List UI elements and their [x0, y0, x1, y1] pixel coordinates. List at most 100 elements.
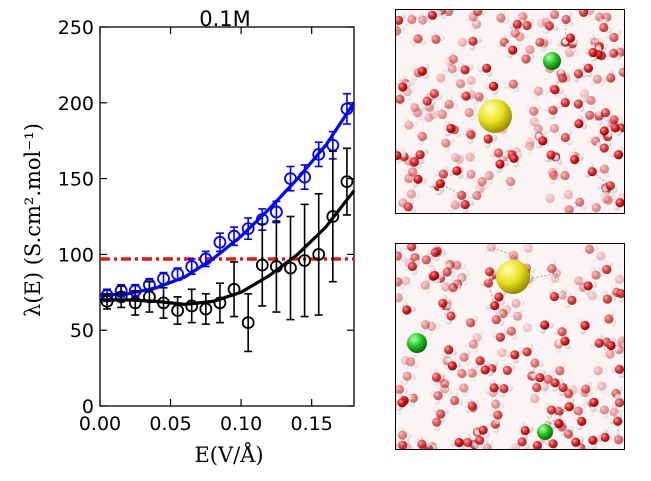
hydrogen-atom [502, 160, 509, 167]
water-molecule [610, 364, 624, 379]
oxygen-atom [550, 85, 560, 95]
oxygen-atom [427, 10, 438, 20]
water-molecule [573, 414, 587, 430]
oxygen-atom [486, 244, 497, 252]
oxygen-atom [397, 398, 407, 408]
oxygen-atom [523, 244, 534, 254]
hydrogen-atom [616, 270, 623, 277]
oxygen-atom [396, 26, 402, 36]
oxygen-atom [472, 332, 482, 343]
oxygen-atom [468, 368, 478, 378]
oxygen-atom [506, 326, 517, 336]
oxygen-atom [550, 378, 560, 388]
oxygen-atom [473, 10, 483, 17]
data-point [284, 172, 297, 186]
oxygen-atom [415, 150, 425, 160]
series-0 [99, 92, 356, 303]
water-molecule [464, 339, 479, 353]
oxygen-atom [521, 54, 531, 64]
oxygen-atom [418, 15, 428, 25]
water-molecule [611, 393, 624, 409]
data-point [199, 302, 213, 316]
water-molecule [543, 150, 560, 163]
water-molecule [511, 298, 526, 313]
oxygen-atom [460, 65, 470, 75]
oxygen-atom [581, 384, 591, 394]
oxygen-atom [549, 292, 559, 302]
water-molecule [434, 106, 450, 120]
oxygen-atom [558, 73, 568, 83]
water-molecule [592, 381, 608, 395]
water-molecule [491, 329, 508, 342]
water-molecule [545, 10, 560, 20]
water-molecule [604, 310, 617, 326]
water-molecule [474, 425, 490, 439]
oxygen-atom [509, 250, 519, 260]
water-molecule [446, 357, 462, 371]
oxygen-atom [472, 191, 482, 201]
y-tick-label: 0 [82, 396, 94, 418]
data-point [298, 170, 312, 184]
data-point [213, 235, 227, 249]
oxygen-atom [614, 364, 624, 374]
data-point [284, 261, 297, 275]
water-molecule [504, 79, 520, 93]
data-point [340, 102, 354, 116]
data-point [298, 254, 312, 267]
hydrogen-atom [596, 109, 603, 116]
water-molecule [571, 436, 585, 449]
water-molecule [401, 301, 416, 315]
oxygen-atom [417, 131, 428, 142]
oxygen-atom [441, 138, 451, 148]
oxygen-atom [451, 153, 461, 163]
water-molecule [434, 165, 449, 179]
oxygen-atom [600, 432, 610, 443]
oxygen-atom [532, 382, 542, 393]
molecule-render [396, 244, 624, 449]
water-molecule [403, 198, 417, 213]
oxygen-atom [511, 298, 521, 309]
oxygen-atom [455, 79, 466, 89]
water-molecule [618, 63, 624, 77]
water-molecule [520, 319, 532, 336]
oxygen-atom [429, 89, 439, 99]
water-molecule [489, 410, 503, 425]
water-molecule [396, 395, 407, 411]
water-molecule [595, 405, 610, 419]
data-point [199, 252, 213, 266]
oxygen-atom [563, 190, 574, 200]
hydrogen-atom [475, 370, 482, 377]
oxygen-atom [396, 384, 405, 395]
oxygen-atom [563, 429, 574, 439]
oxygen-atom [574, 119, 584, 129]
plot-frame [99, 26, 355, 407]
yellow-ion [478, 99, 512, 133]
water-molecule [585, 397, 599, 412]
hydrogen-atom [454, 384, 461, 391]
water-molecule [402, 371, 417, 385]
water-molecule [612, 431, 624, 445]
oxygen-atom [475, 435, 485, 445]
hydrogen-atom [601, 428, 608, 435]
oxygen-atom [496, 13, 506, 23]
oxygen-atom [604, 314, 614, 324]
molecule-render [396, 10, 624, 213]
water-molecule [450, 391, 464, 406]
oxygen-atom [618, 67, 624, 77]
md-snapshot-top [395, 9, 625, 214]
oxygen-atom [513, 311, 523, 321]
water-molecule [599, 18, 613, 34]
water-molecule [484, 267, 499, 281]
water-molecule [458, 62, 474, 75]
water-molecule [545, 123, 561, 137]
oxygen-atom [396, 150, 402, 161]
oxygen-atom [435, 178, 446, 189]
hydrogen-atom [596, 334, 603, 341]
water-molecule [444, 120, 456, 137]
oxygen-atom [442, 267, 452, 277]
water-molecule [417, 435, 431, 449]
oxygen-atom [452, 260, 462, 270]
water-molecule [443, 64, 458, 78]
oxygen-atom [422, 96, 432, 106]
oxygen-atom [532, 440, 543, 449]
